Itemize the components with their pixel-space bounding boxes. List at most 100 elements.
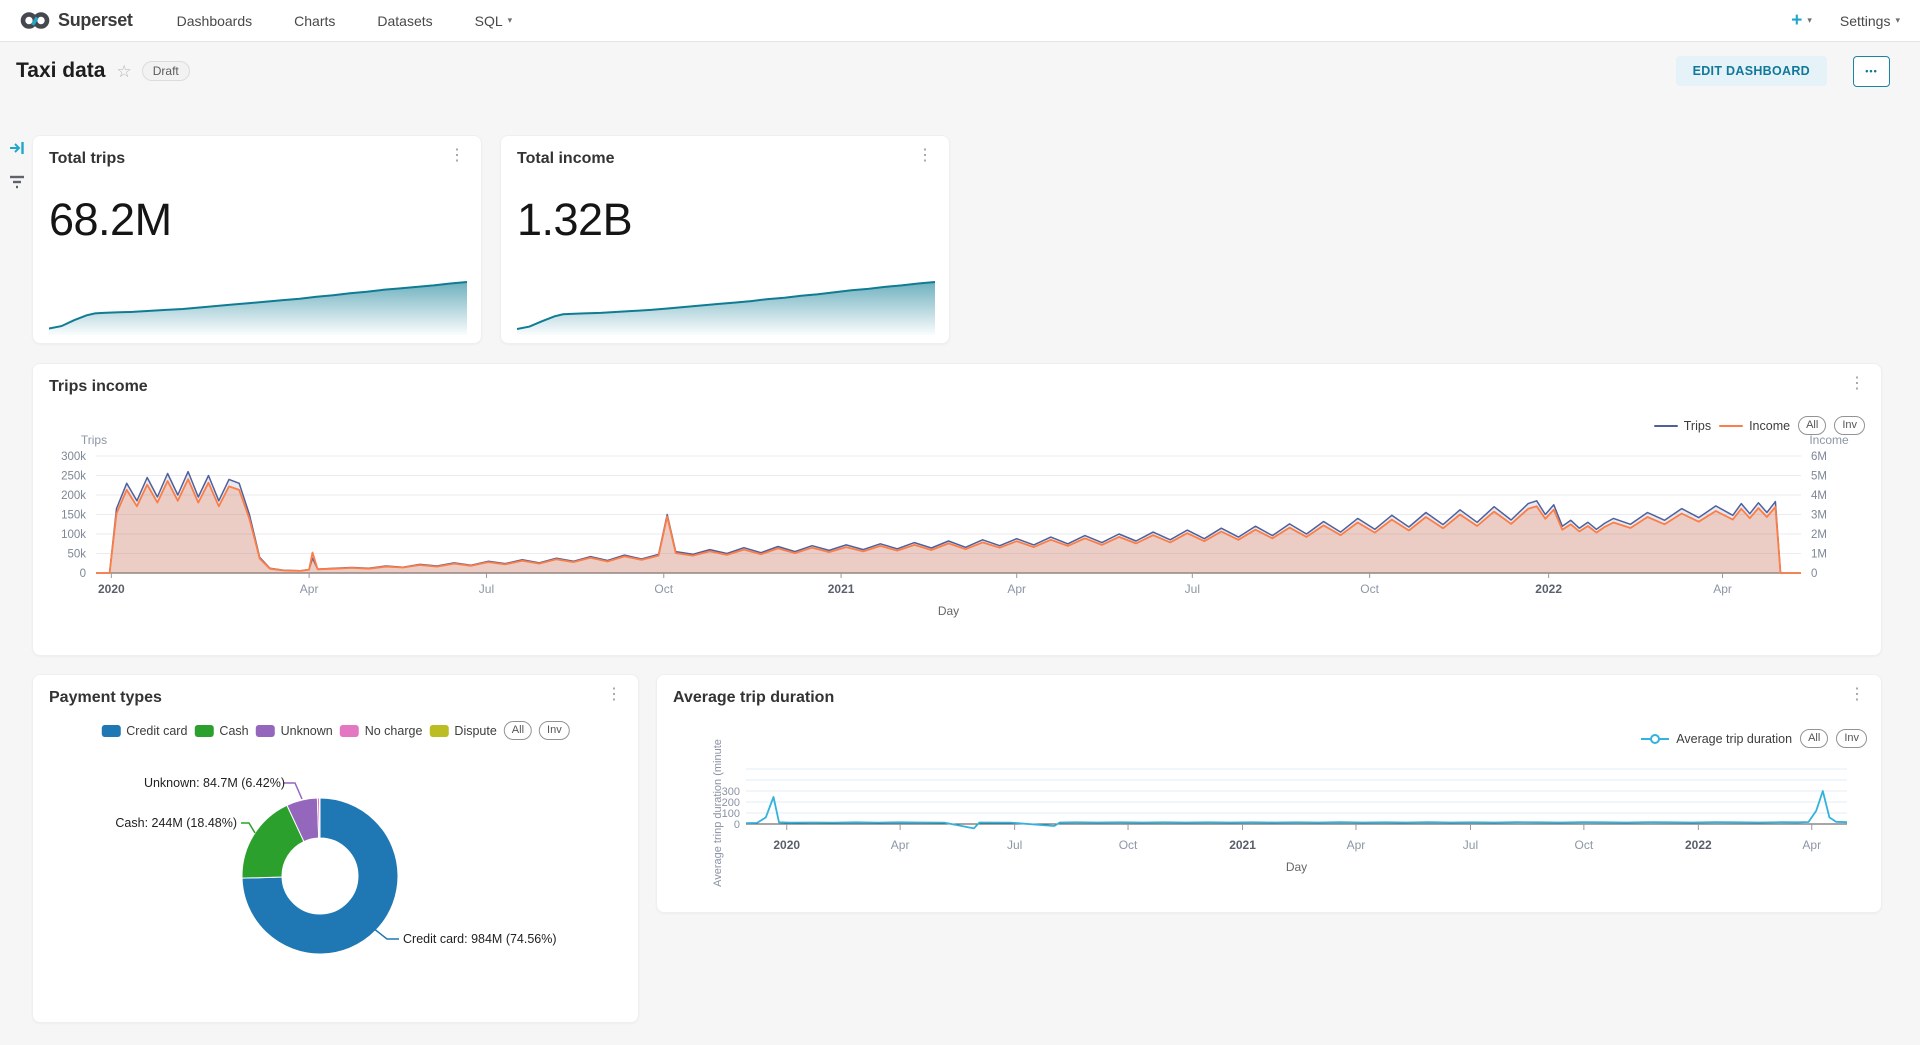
legend-inverse-button[interactable]: Inv <box>539 721 570 740</box>
nav-item-charts[interactable]: Charts <box>294 12 336 29</box>
x-tick-label: Apr <box>1007 582 1026 596</box>
x-tick-label: Oct <box>1360 582 1379 596</box>
legend-all-button[interactable]: All <box>503 721 533 740</box>
y-tick-left: 150k <box>61 510 86 522</box>
legend-swatch-icon <box>429 724 449 737</box>
legend-item-unknown[interactable]: Unknown <box>255 723 333 738</box>
income-line-swatch-icon <box>1719 424 1744 427</box>
x-tick-label: Oct <box>1575 838 1594 852</box>
x-tick-label: 2020 <box>98 582 125 596</box>
legend-item-dispute[interactable]: Dispute <box>429 724 497 738</box>
annotation-connector <box>283 782 303 800</box>
trips-line-swatch-icon <box>1653 424 1678 427</box>
x-tick-label: Apr <box>300 582 319 596</box>
nav-item-datasets[interactable]: Datasets <box>377 12 433 29</box>
avg-duration-line <box>745 790 1848 830</box>
kebab-menu-icon[interactable]: ⋮ <box>600 685 628 705</box>
status-badge: Draft <box>141 61 190 81</box>
x-axis-title: Day <box>1286 860 1307 874</box>
y-tick-right: 1M <box>1811 549 1827 561</box>
x-tick-label: 2022 <box>1535 582 1562 596</box>
y-tick-right: 4M <box>1811 490 1827 502</box>
legend-all-button[interactable]: All <box>1798 416 1827 435</box>
x-tick-label: Jul <box>479 582 494 596</box>
legend-label: Credit card <box>126 723 188 738</box>
new-item-button[interactable]: + ▾ <box>1791 11 1812 30</box>
legend-item-trips[interactable]: Trips <box>1653 419 1711 433</box>
legend-item-credit-card[interactable]: Credit card <box>101 724 187 738</box>
y-tick-right: 6M <box>1811 451 1827 463</box>
spark-line <box>517 281 935 330</box>
card-trips-income: Trips income ⋮ Trips Income All Inv Trip… <box>32 363 1882 656</box>
card-average-trip-duration: Average trip duration ⋮ Average trip dur… <box>656 674 1882 913</box>
spark-area <box>49 282 467 335</box>
x-tick-label: Apr <box>1713 582 1732 596</box>
legend-label: Unknown <box>280 723 333 738</box>
more-options-button[interactable]: ••• <box>1853 55 1890 87</box>
kebab-menu-icon[interactable]: ⋮ <box>911 146 939 166</box>
x-tick-label: Jul <box>1463 838 1478 852</box>
x-tick-label: Apr <box>1802 838 1821 852</box>
legend-label: Cash <box>219 723 249 738</box>
annotation-connector <box>241 822 256 834</box>
favorite-star-icon[interactable]: ☆ <box>116 61 132 81</box>
y-tick-label: 200 <box>722 797 740 809</box>
edit-dashboard-button[interactable]: EDIT DASHBOARD <box>1675 56 1827 86</box>
filter-rail <box>4 138 30 192</box>
card-payment-types: Payment types ⋮ Credit card Cash Unknown No… <box>32 674 639 1023</box>
plus-icon: + <box>1791 10 1803 31</box>
kebab-menu-icon[interactable]: ⋮ <box>443 146 471 166</box>
payment-legend-items: Credit card Cash Unknown No charge Dispute <box>101 724 497 738</box>
y-tick-left: 300k <box>61 451 86 463</box>
legend-inverse-button[interactable]: Inv <box>1836 729 1867 748</box>
legend-item-cash[interactable]: Cash <box>194 723 249 738</box>
x-tick-label: Jul <box>1007 838 1022 852</box>
caret-down-icon: ▾ <box>507 15 513 25</box>
y-tick-right: 2M <box>1811 529 1827 541</box>
card-total-trips: Total trips ⋮ 68.2M <box>32 135 482 344</box>
x-tick-label: Apr <box>891 838 910 852</box>
settings-menu[interactable]: Settings ▾ <box>1839 12 1900 29</box>
total-trips-sparkline-chart[interactable] <box>49 279 467 335</box>
kebab-menu-icon[interactable]: ⋮ <box>1843 374 1871 394</box>
annotation-connector <box>372 927 399 940</box>
filter-icon[interactable] <box>6 172 28 192</box>
chart-title: Average trip duration <box>673 689 835 706</box>
nav-item-dashboards[interactable]: Dashboards <box>176 12 253 29</box>
donut-annotation: Cash: 244M (18.48%) <box>115 816 237 830</box>
income-line <box>96 478 1801 574</box>
x-tick-label: Oct <box>1119 838 1138 852</box>
legend-swatch-icon <box>339 724 359 737</box>
legend-item-income[interactable]: Income <box>1719 419 1790 433</box>
legend-all-button[interactable]: All <box>1800 729 1829 748</box>
legend-item-avg-duration[interactable]: Average trip duration <box>1640 732 1792 746</box>
x-tick-label: 2022 <box>1685 838 1712 852</box>
caret-down-icon: ▾ <box>1895 15 1900 25</box>
x-tick-label: Jul <box>1185 582 1200 596</box>
spark-area <box>517 282 935 335</box>
legend-inverse-button[interactable]: Inv <box>1834 416 1865 435</box>
chart-title: Total income <box>517 150 615 167</box>
nav-right: + ▾ Settings ▾ <box>1791 11 1900 30</box>
nav-item-sql[interactable]: SQL ▾ <box>474 12 513 29</box>
brand[interactable]: Superset <box>20 10 133 31</box>
chart-title: Trips income <box>49 378 148 395</box>
trips-income-chart[interactable]: Trips Income 300k 6M 250k 5M 200k 4M 150k 3M 100k 2… <box>33 419 1883 657</box>
y-tick-label: 100 <box>722 808 740 820</box>
total-income-sparkline-chart[interactable] <box>517 279 935 335</box>
superset-logo-icon <box>20 10 50 31</box>
legend-item-no-charge[interactable]: No charge <box>339 724 422 738</box>
donut-annotation: Unknown: 84.7M (6.42%) <box>144 776 285 790</box>
trips-income-legend: Trips Income All Inv <box>1653 416 1865 435</box>
trips-area <box>96 471 1801 573</box>
payment-types-legend: Credit card Cash Unknown No charge Dispute A… <box>101 721 570 740</box>
expand-filter-bar-icon[interactable] <box>6 138 28 158</box>
payment-types-donut-chart[interactable]: Unknown: 84.7M (6.42%) Cash: 244M (18.48%… <box>33 735 640 1024</box>
donut-slice-credit-card <box>241 797 399 955</box>
kebab-menu-icon[interactable]: ⋮ <box>1843 685 1871 705</box>
donut-annotation: Credit card: 984M (74.56%) <box>403 932 557 946</box>
card-total-income: Total income ⋮ 1.32B <box>500 135 950 344</box>
income-area <box>96 479 1801 573</box>
legend-swatch-icon <box>101 724 121 737</box>
